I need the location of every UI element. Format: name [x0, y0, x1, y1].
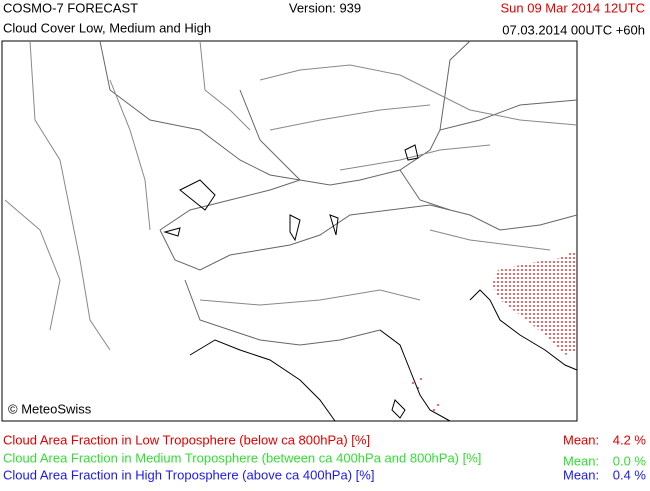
version: Version: 939	[289, 0, 361, 15]
coastline	[163, 144, 578, 422]
mean-value: 4.2 %	[613, 432, 647, 447]
low-cloud-area	[492, 250, 577, 355]
mean-label: Mean:	[563, 453, 599, 468]
borders	[99, 40, 578, 346]
map: © MeteoSwiss	[1, 40, 578, 422]
mean-label: Mean:	[563, 467, 599, 482]
run-time: 07.03.2014 00UTC +60h	[502, 22, 645, 37]
title: COSMO-7 FORECAST	[3, 0, 138, 15]
mean-value: 0.0 %	[613, 453, 647, 468]
subtitle: Cloud Cover Low, Medium and High	[3, 20, 211, 35]
legend-label: Cloud Area Fraction in High Troposphere …	[3, 467, 374, 482]
mean-label: Mean:	[563, 432, 599, 447]
mean-value: 0.4 %	[613, 467, 647, 482]
rivers	[4, 40, 578, 351]
legend: Cloud Area Fraction in Low Troposphere (…	[3, 432, 646, 482]
valid-time: Sun 09 Mar 2014 12UTC	[500, 0, 645, 15]
legend-label: Cloud Area Fraction in Medium Tropospher…	[3, 450, 481, 465]
copyright: © MeteoSwiss	[8, 401, 92, 416]
legend-label: Cloud Area Fraction in Low Troposphere (…	[3, 432, 370, 447]
